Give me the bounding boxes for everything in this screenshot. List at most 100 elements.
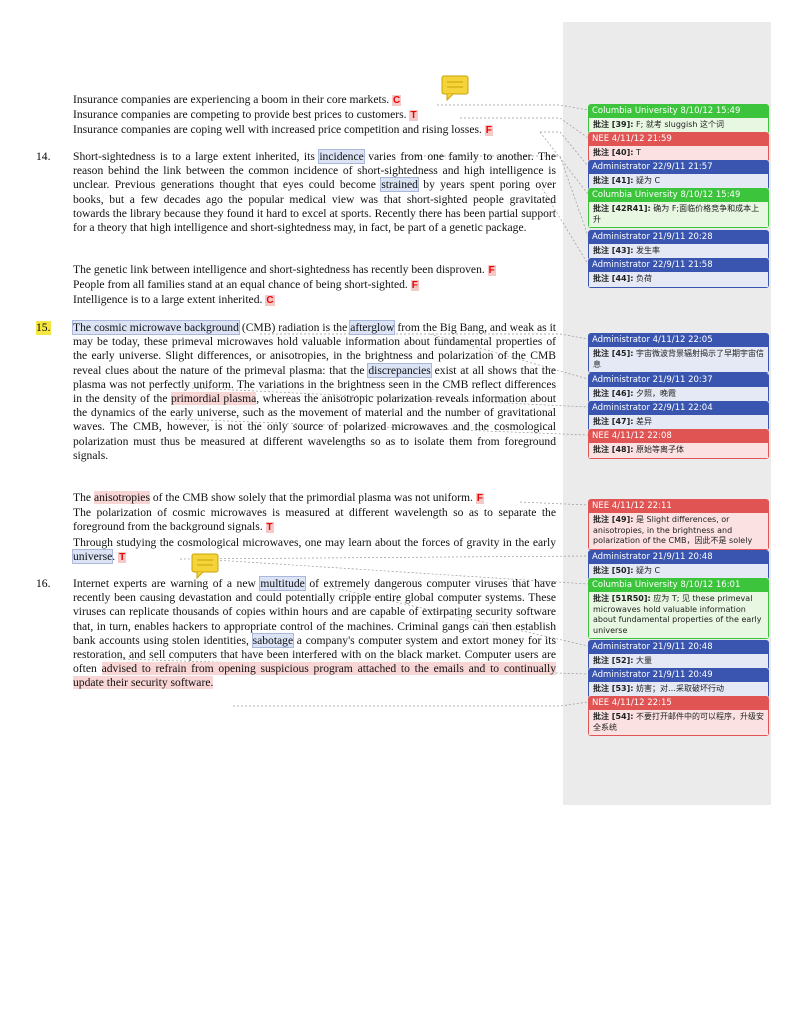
- comment-text: T: [635, 148, 641, 157]
- highlight: multitude: [259, 576, 306, 591]
- comment-body: 批注 [44]: 负荷: [588, 272, 769, 288]
- comment-header: Administrator 21/9/11 20:49: [588, 668, 769, 682]
- comment: Administrator 21/9/11 20:48 批注 [52]: 大量: [588, 640, 769, 670]
- comment: Administrator 4/11/12 22:05 批注 [45]: 宇宙微波…: [588, 333, 769, 373]
- comment-header: Columbia University 8/10/12 15:49: [588, 188, 769, 202]
- comment-label: 批注 [44]:: [593, 274, 634, 283]
- comment-text: 大量: [635, 656, 652, 665]
- note-icon[interactable]: [191, 553, 219, 580]
- comment-label: 批注 [48]:: [593, 445, 634, 454]
- answer-mark: T: [409, 110, 418, 122]
- comment: NEE 4/11/12 21:59 批注 [40]: T: [588, 132, 769, 162]
- option-text: .: [112, 549, 116, 563]
- comment-body: 批注 [49]: 是 Slight differences, or anisot…: [588, 513, 769, 550]
- text-run: a company's computer system and extort m…: [73, 633, 556, 676]
- comment-label: 批注 [39]:: [593, 120, 634, 129]
- comment-body: 批注 [45]: 宇宙微波背景辐射揭示了早期宇宙信息: [588, 347, 769, 373]
- option: Insurance companies are competing to pro…: [73, 108, 556, 123]
- text-run: varies from one family to another. The r…: [73, 150, 557, 192]
- comment: NEE 4/11/12 22:15 批注 [54]: 不要打开邮件中的可以程序，升…: [588, 696, 769, 736]
- text-run: (CMB) radiation is the: [238, 321, 351, 334]
- option-text: The polarization of cosmic microwaves is…: [73, 506, 556, 534]
- option: People from all families stand at an equ…: [73, 278, 556, 293]
- option-text: The: [73, 491, 94, 504]
- text-run: Internet experts are warning of a new: [73, 577, 261, 590]
- comment-text: 夕照，晚霞: [635, 389, 676, 398]
- highlight: strained: [380, 177, 419, 193]
- highlight: universe: [71, 548, 114, 564]
- comment-header: Administrator 4/11/12 22:05: [588, 333, 769, 347]
- text-run: exist at all shows that the plasma was n…: [73, 363, 556, 406]
- comment-label: 批注 [53]:: [593, 684, 634, 693]
- comment: Administrator 22/9/11 21:57 批注 [41]: 疑为 C: [588, 160, 769, 190]
- option: Insurance companies are experiencing a b…: [73, 93, 556, 108]
- comment: Columbia University 8/10/12 15:49 批注 [39]…: [588, 104, 769, 134]
- comment-label: 批注 [50]:: [593, 566, 634, 575]
- passage: The cosmic microwave background (CMB) ra…: [72, 320, 557, 463]
- comment-header: Administrator 22/9/11 21:58: [588, 258, 769, 272]
- comment: Administrator 22/9/11 22:04 批注 [47]: 差异: [588, 401, 769, 431]
- comment-label: 批注 [49]:: [593, 515, 634, 524]
- comment-text: 妨害；对…采取破坏行动: [635, 684, 724, 693]
- comment: Columbia University 8/10/12 15:49 批注 [42R…: [588, 188, 769, 228]
- comment: Administrator 21/9/11 20:49 批注 [53]: 妨害；对…: [588, 668, 769, 698]
- answer-mark: T: [265, 522, 274, 534]
- comment-text: F; 就考 sluggish 这个词: [635, 120, 724, 129]
- question-number: 15.: [36, 321, 51, 336]
- answer-mark: C: [265, 295, 275, 307]
- option: Through studying the cosmological microw…: [71, 536, 556, 565]
- highlight: primordial plasma: [170, 392, 257, 406]
- comment-text: 宇宙微波背景辐射揭示了早期宇宙信息: [593, 349, 764, 369]
- comment-body: 批注 [54]: 不要打开邮件中的可以程序，升级安全系统: [588, 710, 769, 736]
- comment-label: 批注 [51R50]:: [593, 594, 651, 603]
- comment-label: 批注 [52]:: [593, 656, 634, 665]
- highlight: sabotage: [251, 632, 295, 648]
- comment: Administrator 21/9/11 20:28 批注 [43]: 发生率: [588, 230, 769, 260]
- text-run: Short-sightedness is to a large extent i…: [73, 150, 320, 163]
- answer-mark: T: [118, 551, 127, 563]
- note-icon[interactable]: [441, 75, 469, 102]
- option-text: Insurance companies are competing to pro…: [73, 108, 407, 122]
- comment: Administrator 22/9/11 21:58 批注 [44]: 负荷: [588, 258, 769, 288]
- comment-header: Columbia University 8/10/12 15:49: [588, 104, 769, 118]
- comment-text: 负荷: [635, 274, 652, 283]
- comment-label: 批注 [54]:: [593, 712, 634, 721]
- option-list: Insurance companies are experiencing a b…: [73, 93, 556, 139]
- comment-header: Administrator 22/9/11 21:57: [588, 160, 769, 174]
- answer-mark: F: [410, 280, 419, 292]
- highlight: afterglow: [349, 320, 396, 335]
- comment-header: Administrator 21/9/11 20:28: [588, 230, 769, 244]
- comment-text: 应为 T; 见 these primeval microwaves hold v…: [593, 594, 762, 635]
- answer-mark: F: [475, 493, 484, 504]
- comment-label: 批注 [47]:: [593, 417, 634, 426]
- question-number: 14.: [36, 150, 51, 163]
- comment-header: Administrator 21/9/11 20:48: [588, 550, 769, 564]
- comment-text: 疑为 C: [635, 566, 661, 575]
- option-text: The genetic link between intelligence an…: [73, 263, 485, 276]
- text-run: , whereas the anisotropic polarization r…: [73, 392, 556, 462]
- option: The polarization of cosmic microwaves is…: [73, 506, 556, 535]
- option: Intelligence is to a large extent inheri…: [73, 293, 556, 308]
- comment-text: 原始等离子体: [635, 445, 684, 454]
- text-run: from the Big Bang, and weak as it may be…: [73, 321, 557, 377]
- passage: Short-sightedness is to a large extent i…: [73, 149, 557, 235]
- passage: Internet experts are warning of a new mu…: [73, 576, 556, 691]
- comment-text: 发生率: [635, 246, 660, 255]
- comment-text: 疑为 C: [635, 176, 661, 185]
- comment-header: NEE 4/11/12 21:59: [588, 132, 769, 146]
- option-list: The anisotropies of the CMB show solely …: [71, 491, 556, 565]
- comment: NEE 4/11/12 22:11 批注 [49]: 是 Slight diffe…: [588, 499, 769, 550]
- comment-header: NEE 4/11/12 22:15: [588, 696, 769, 710]
- text-run: by years spent poring over books, but a …: [73, 178, 557, 235]
- text-run: of extremely dangerous computer viruses …: [73, 577, 556, 647]
- comment-header: Columbia University 8/10/12 16:01: [588, 578, 769, 592]
- question-number: 16.: [36, 577, 51, 590]
- option-text: People from all families stand at an equ…: [73, 278, 408, 292]
- comment-body: 批注 [42R41]: 确为 F;面临价格竞争和成本上升: [588, 202, 769, 228]
- comment-body: 批注 [48]: 原始等离子体: [588, 443, 769, 459]
- option-list: The genetic link between intelligence an…: [73, 263, 556, 309]
- answer-mark: F: [484, 125, 493, 137]
- highlight: The cosmic microwave background: [72, 320, 240, 335]
